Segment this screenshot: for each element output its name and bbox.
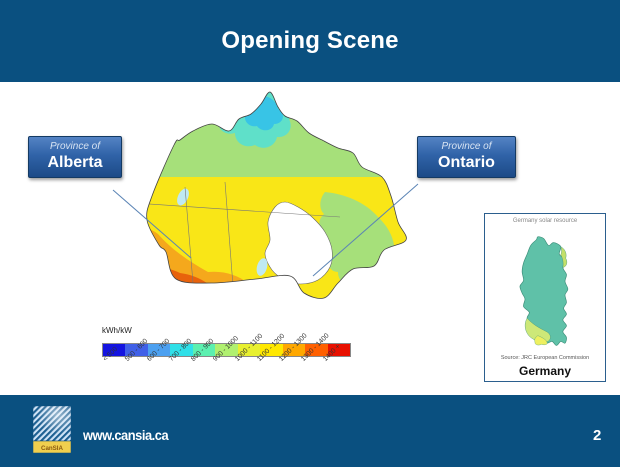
svg-text:CanSIA: CanSIA [41, 445, 64, 452]
